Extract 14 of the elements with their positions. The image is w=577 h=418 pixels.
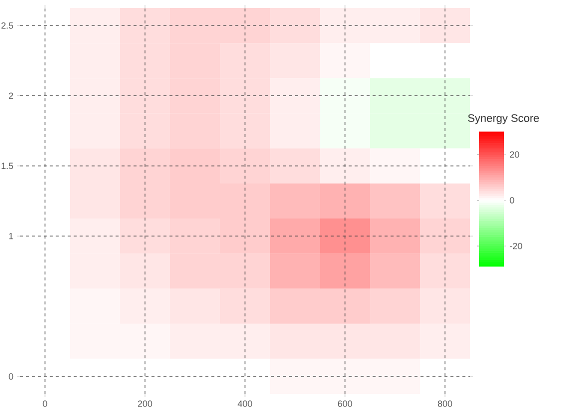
x-tick-label: 400 xyxy=(238,400,252,407)
y-tick-label: 1.5 xyxy=(2,162,14,170)
y-tick-label: 1 xyxy=(9,233,14,240)
y-tick-label: 2 xyxy=(8,92,14,99)
color-bar-title: Synergy Score xyxy=(468,114,539,124)
x-tick-label: 0 xyxy=(42,400,48,407)
x-tick-label: 200 xyxy=(138,400,152,407)
y-tick-label: 0 xyxy=(8,373,14,380)
x-tick-label: 800 xyxy=(438,400,452,407)
y-tick-label: 2.5 xyxy=(1,22,14,29)
color-bar-label: 20 xyxy=(510,151,520,158)
color-bar-label: -20 xyxy=(510,242,522,250)
color-bar-label: 0 xyxy=(510,197,514,204)
x-tick-label: 600 xyxy=(338,400,352,407)
